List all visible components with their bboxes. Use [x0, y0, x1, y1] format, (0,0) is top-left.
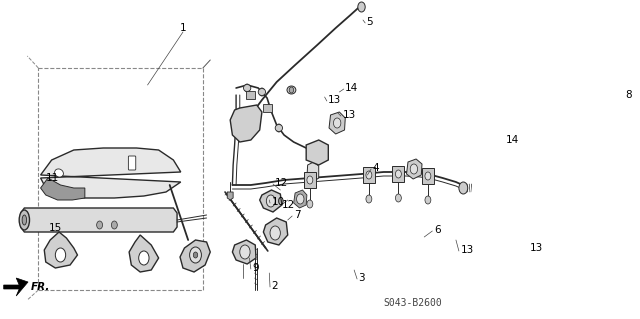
Polygon shape: [40, 148, 180, 198]
Text: 6: 6: [434, 225, 440, 235]
Circle shape: [425, 196, 431, 204]
Ellipse shape: [287, 86, 296, 94]
Text: 13: 13: [460, 245, 474, 255]
Text: 12: 12: [282, 200, 295, 210]
Polygon shape: [20, 208, 177, 232]
Circle shape: [289, 87, 294, 93]
Circle shape: [307, 200, 313, 208]
Polygon shape: [294, 190, 307, 208]
Circle shape: [366, 195, 372, 203]
Polygon shape: [260, 190, 282, 212]
Polygon shape: [4, 278, 28, 296]
Circle shape: [296, 194, 304, 204]
Circle shape: [333, 118, 341, 128]
Text: 7: 7: [294, 210, 300, 220]
Circle shape: [55, 248, 66, 262]
Polygon shape: [246, 91, 255, 99]
Text: 9: 9: [252, 263, 259, 273]
Circle shape: [366, 171, 372, 179]
Ellipse shape: [258, 88, 266, 95]
Circle shape: [396, 194, 401, 202]
Text: FR.: FR.: [31, 282, 51, 292]
Circle shape: [97, 221, 102, 229]
Polygon shape: [422, 168, 434, 184]
Polygon shape: [363, 167, 375, 183]
Circle shape: [111, 221, 117, 229]
Ellipse shape: [54, 169, 63, 177]
Circle shape: [459, 182, 468, 194]
Circle shape: [193, 252, 198, 258]
Circle shape: [139, 251, 149, 265]
Ellipse shape: [22, 215, 26, 225]
Text: 15: 15: [49, 223, 62, 233]
Circle shape: [358, 2, 365, 12]
Text: 4: 4: [372, 163, 380, 173]
Text: 3: 3: [358, 273, 365, 283]
Circle shape: [266, 195, 275, 207]
Text: S043-B2600: S043-B2600: [383, 298, 442, 308]
Text: 13: 13: [328, 95, 342, 105]
FancyBboxPatch shape: [129, 156, 136, 170]
Polygon shape: [129, 235, 159, 272]
Polygon shape: [264, 218, 288, 245]
Ellipse shape: [275, 124, 283, 131]
Text: 12: 12: [275, 178, 288, 188]
Polygon shape: [232, 240, 256, 264]
Circle shape: [396, 170, 401, 178]
Circle shape: [276, 124, 282, 132]
Polygon shape: [227, 192, 233, 200]
Text: 14: 14: [345, 83, 358, 93]
Text: 5: 5: [367, 17, 373, 27]
Polygon shape: [306, 140, 328, 165]
Text: 11: 11: [45, 173, 59, 183]
Circle shape: [410, 164, 417, 174]
Circle shape: [240, 245, 250, 259]
Text: 13: 13: [530, 243, 543, 253]
Text: 10: 10: [271, 197, 285, 207]
Circle shape: [270, 226, 280, 240]
Text: 14: 14: [506, 135, 518, 145]
Polygon shape: [329, 112, 345, 134]
Polygon shape: [44, 232, 77, 268]
Circle shape: [244, 84, 250, 92]
Polygon shape: [230, 105, 262, 142]
Ellipse shape: [19, 210, 29, 230]
Text: 1: 1: [180, 23, 186, 33]
Circle shape: [259, 88, 265, 96]
Text: 2: 2: [271, 281, 278, 291]
Circle shape: [307, 176, 313, 184]
Polygon shape: [40, 178, 85, 200]
Polygon shape: [262, 104, 271, 112]
Polygon shape: [304, 172, 316, 188]
Circle shape: [189, 247, 202, 263]
Polygon shape: [180, 240, 211, 272]
Polygon shape: [406, 159, 422, 179]
Ellipse shape: [243, 85, 251, 92]
Polygon shape: [307, 162, 319, 182]
Text: 8: 8: [626, 90, 632, 100]
Circle shape: [425, 172, 431, 180]
Polygon shape: [392, 166, 404, 182]
Text: 13: 13: [342, 110, 356, 120]
